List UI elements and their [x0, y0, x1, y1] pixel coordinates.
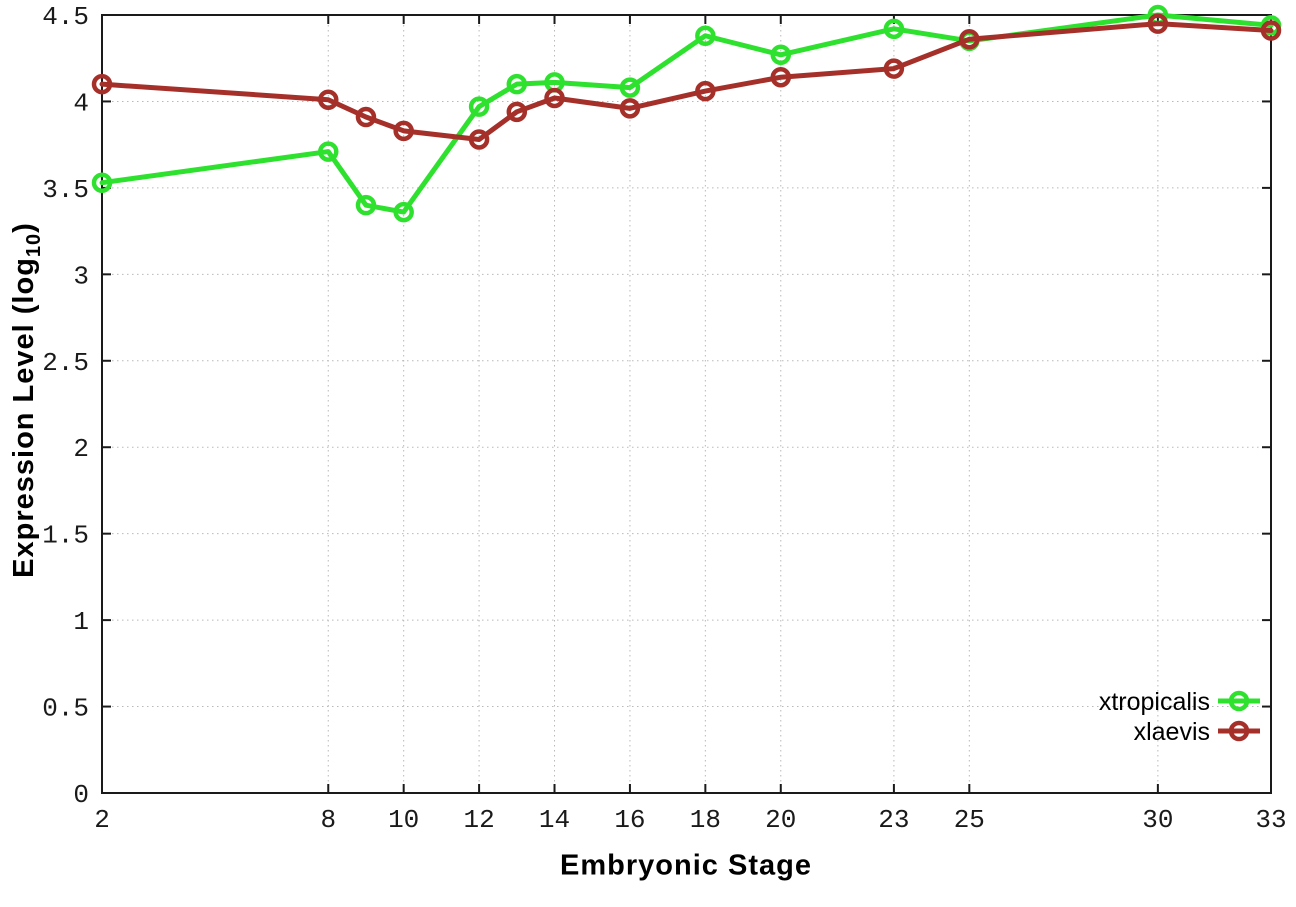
- y-tick-label: 3.5: [42, 175, 89, 205]
- data-point-xlaevis: [91, 73, 113, 95]
- y-tick-label: 4.5: [42, 2, 89, 32]
- x-tick-label: 10: [388, 805, 419, 835]
- y-tick-label: 1: [73, 607, 89, 637]
- x-tick-label: 30: [1142, 805, 1173, 835]
- data-point-xlaevis: [1147, 13, 1169, 34]
- data-point-xtropicalis: [506, 73, 528, 95]
- data-point-xlaevis: [883, 58, 905, 79]
- data-point-xlaevis: [393, 120, 414, 142]
- y-tick-label: 3: [73, 261, 89, 291]
- x-axis-title: Embryonic Stage: [560, 849, 812, 882]
- x-tick-label: 20: [765, 805, 796, 835]
- data-point-xtropicalis: [695, 25, 716, 46]
- series-line-xtropicalis: [99, 12, 1274, 215]
- x-tick-label: 8: [320, 805, 336, 835]
- data-point-xtropicalis: [468, 96, 490, 117]
- data-point-xtropicalis: [355, 194, 377, 216]
- x-tick-label: 18: [690, 805, 721, 835]
- y-tick-label: 0.5: [42, 694, 89, 724]
- data-point-xtropicalis: [770, 44, 792, 66]
- data-point-xlaevis: [506, 101, 528, 123]
- x-tick-label: 23: [878, 805, 909, 835]
- data-point-xlaevis: [355, 106, 377, 128]
- data-point-xtropicalis: [883, 18, 905, 40]
- legend-sample-marker-xlaevis: [1228, 720, 1250, 742]
- plot-border: [101, 14, 1272, 794]
- y-axis-title-close: ): [8, 222, 41, 233]
- x-tick-label: 12: [463, 805, 494, 835]
- data-point-xlaevis: [544, 87, 565, 109]
- y-tick-label: 1.5: [42, 521, 89, 551]
- y-tick-label: 2.5: [42, 348, 89, 378]
- data-point-xlaevis: [468, 129, 490, 150]
- data-point-xtropicalis: [619, 77, 641, 98]
- data-point-xlaevis: [1260, 20, 1282, 41]
- x-tick-label: 16: [614, 805, 645, 835]
- legend-label-xlaevis: xlaevis: [1134, 718, 1210, 746]
- y-axis-title: Expression Level (log10): [8, 222, 46, 578]
- legend-label-xtropicalis: xtropicalis: [1099, 688, 1210, 716]
- data-point-xtropicalis: [318, 141, 339, 162]
- y-tick-label: 4: [73, 88, 89, 118]
- data-point-xlaevis: [959, 28, 980, 50]
- y-axis-title-text: Expression Level (log: [8, 257, 41, 578]
- series-line-xlaevis: [99, 21, 1274, 142]
- y-tick-label: 0: [73, 780, 89, 810]
- data-point-xtropicalis: [91, 172, 113, 193]
- data-point-xlaevis: [770, 66, 792, 88]
- legend-sample-marker-xtropicalis: [1228, 690, 1250, 712]
- y-tick-label: 2: [73, 434, 89, 464]
- data-point-xlaevis: [619, 98, 641, 119]
- x-tick-label: 14: [539, 805, 570, 835]
- y-axis-title-subscript: 10: [22, 232, 45, 258]
- data-point-xlaevis: [695, 80, 716, 102]
- x-tick-label: 33: [1255, 805, 1286, 835]
- x-tick-label: 2: [94, 805, 110, 835]
- x-tick-label: 25: [954, 805, 985, 835]
- data-point-xlaevis: [318, 89, 339, 110]
- data-point-xtropicalis: [393, 201, 414, 223]
